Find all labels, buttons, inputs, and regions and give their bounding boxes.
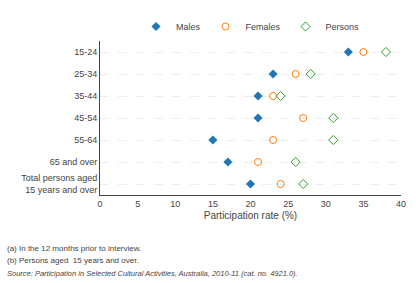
svg-text:10: 10 [170,199,180,209]
svg-text:35-44: 35-44 [74,91,97,101]
svg-text:30: 30 [321,199,331,209]
svg-text:5: 5 [135,199,140,209]
svg-text:20: 20 [245,199,255,209]
svg-text:0: 0 [97,199,102,209]
svg-text:65 and over: 65 and over [50,157,98,167]
svg-text:Males: Males [176,22,201,32]
svg-text:Source: Participation in Selec: Source: Participation in Selected Cultur… [7,269,298,278]
svg-text:25: 25 [283,199,293,209]
svg-text:55-64: 55-64 [74,135,97,145]
svg-text:Females: Females [246,22,281,32]
svg-text:Total persons aged15 years and: Total persons aged15 years and over [21,173,97,195]
svg-text:40: 40 [396,199,406,209]
svg-text:Participation rate (%): Participation rate (%) [204,210,297,221]
svg-text:35: 35 [358,199,368,209]
svg-text:25-34: 25-34 [74,69,97,79]
svg-text:15: 15 [208,199,218,209]
svg-text:Persons: Persons [326,22,360,32]
svg-text:(a) In the 12 months prior to: (a) In the 12 months prior to interview. [7,244,141,253]
svg-text:15-24: 15-24 [74,47,97,57]
svg-text:45-54: 45-54 [74,113,97,123]
svg-text:(b) Persons aged 15 years and: (b) Persons aged 15 years and over. [7,256,139,265]
